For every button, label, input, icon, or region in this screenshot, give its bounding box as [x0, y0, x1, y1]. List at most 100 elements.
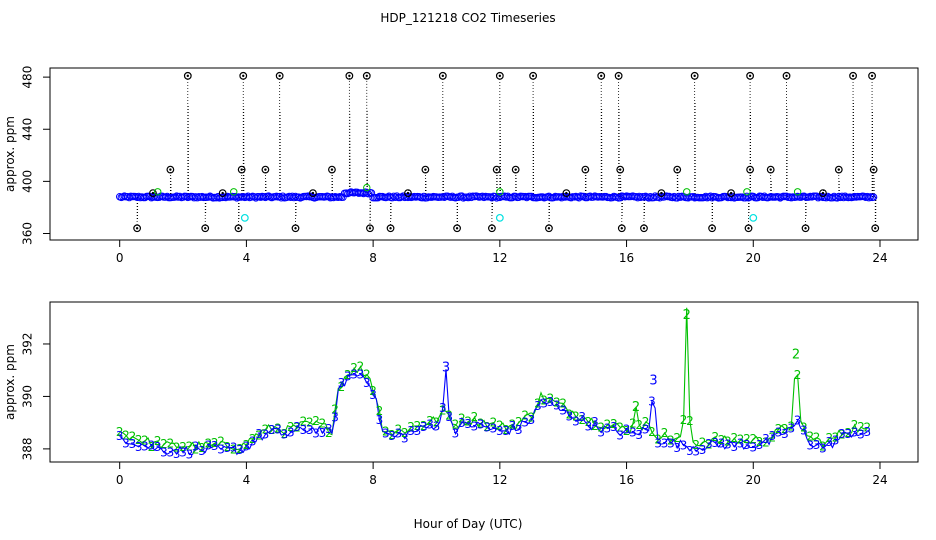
series-3-label: 3: [490, 421, 498, 435]
raw-point-center: [729, 191, 733, 195]
series-2-label: 2: [198, 441, 206, 455]
series-2-label: 2: [648, 425, 656, 439]
series-2-label: 2: [179, 440, 187, 454]
series-3-label: 3: [800, 424, 808, 438]
raw-point-center: [547, 227, 551, 230]
series-3-label: 3: [642, 423, 650, 437]
x-tick-label: 8: [369, 251, 377, 265]
series-lines: [119, 307, 868, 456]
series-3-label: 3: [756, 438, 764, 452]
raw-point-center: [565, 191, 568, 195]
series-3-label: 3: [350, 368, 358, 382]
x-tick-label: 4: [243, 251, 251, 265]
raw-point: [708, 224, 716, 233]
raw-point: [834, 165, 843, 174]
series-3-label: 3: [249, 435, 257, 449]
x-tick-label: 12: [492, 473, 507, 487]
series-2-label: 2: [338, 380, 346, 394]
series-2-label: 2: [635, 418, 643, 432]
series-3-label: 3: [673, 441, 681, 455]
raw-point-center: [186, 74, 190, 78]
series-2-label: 2: [255, 429, 263, 443]
series-2-label: 2: [344, 368, 352, 382]
peak-label: 2: [792, 347, 800, 362]
series-2-label: 2: [724, 435, 732, 449]
series-2-label: 2: [464, 415, 472, 429]
series-2-label: 2: [559, 396, 567, 410]
series-3-label: 3: [566, 410, 574, 424]
series-2-label: 2: [173, 440, 181, 454]
x-tick-label: 8: [369, 473, 377, 487]
series-2-label: 2: [211, 436, 219, 450]
series-2-label: 2: [509, 417, 517, 431]
series-3-label: 3: [730, 440, 738, 454]
raw-point: [597, 71, 606, 80]
series-3-label: 3: [680, 439, 688, 453]
raw-point: [869, 165, 878, 174]
raw-point: [545, 224, 553, 233]
x-tick-label: 0: [116, 473, 124, 487]
x-ticks-top: 0 4 8 12 16 20 24: [116, 239, 888, 265]
series-3-label: 3: [211, 439, 219, 453]
raw-point: [868, 71, 876, 80]
series-3-label: 3: [464, 417, 472, 431]
series-2-label: 2: [857, 420, 865, 434]
raw-point-center: [851, 74, 855, 78]
series-3-label: 3: [844, 427, 852, 441]
baseline-point: [869, 193, 878, 201]
series-3-label: 3: [477, 418, 485, 432]
series-2-label: 2: [667, 434, 675, 448]
series-3-label: 3: [179, 446, 187, 460]
series-2-label: 2: [572, 410, 580, 424]
series-2-label: 2: [673, 431, 681, 445]
raw-point: [690, 71, 699, 80]
series-2-label: 2: [844, 426, 852, 440]
series-2-label: 2: [692, 438, 700, 452]
raw-point: [183, 71, 192, 80]
raw-point-center: [135, 227, 139, 230]
series-2-label: 2: [534, 397, 542, 411]
raw-point: [849, 71, 857, 80]
series-3-label: 3: [420, 420, 428, 434]
raw-point: [239, 71, 248, 80]
peak-label: 3: [442, 361, 450, 376]
series-3-label: 3: [559, 404, 567, 418]
peak-label: 2: [632, 400, 640, 415]
alt-point: [743, 188, 751, 196]
raw-point: [492, 165, 501, 174]
raw-point: [801, 224, 810, 233]
y-tick-label: 400: [21, 170, 35, 193]
series-3-label: 3: [521, 415, 529, 429]
series-3-label: 3: [116, 429, 124, 443]
series-2-label: 2: [756, 435, 764, 449]
alt-point: [683, 188, 691, 196]
series-2-label: 2: [762, 436, 770, 450]
peak-label: 3: [649, 374, 657, 389]
raw-point: [291, 224, 300, 233]
raw-point: [617, 224, 626, 233]
series-3-label: 3: [661, 436, 669, 450]
series-3-label: 3: [395, 427, 403, 441]
series-3-label: 3: [414, 424, 422, 438]
raw-point-center: [785, 74, 788, 78]
raw-point: [328, 165, 336, 174]
raw-point-center: [490, 227, 494, 230]
raw-point: [438, 71, 447, 80]
series-2-label: 2: [661, 426, 669, 440]
y-tick-label: 360: [21, 222, 35, 245]
series-2-label: 2: [730, 431, 738, 445]
raw-point-center: [221, 191, 224, 195]
raw-point-center: [495, 168, 498, 171]
series-3-label: 3: [515, 423, 523, 437]
series-2-label: 2: [452, 418, 460, 432]
raw-point: [261, 165, 270, 174]
series-2-label: 2: [401, 426, 409, 440]
series-3-label: 3: [585, 420, 593, 434]
y-tick-label: 440: [21, 118, 35, 141]
series-3-label: 3: [705, 437, 713, 451]
series-3-label: 3: [692, 444, 700, 458]
raw-point: [746, 71, 755, 80]
raw-point: [386, 224, 395, 233]
y-tick-label: 480: [21, 66, 35, 89]
